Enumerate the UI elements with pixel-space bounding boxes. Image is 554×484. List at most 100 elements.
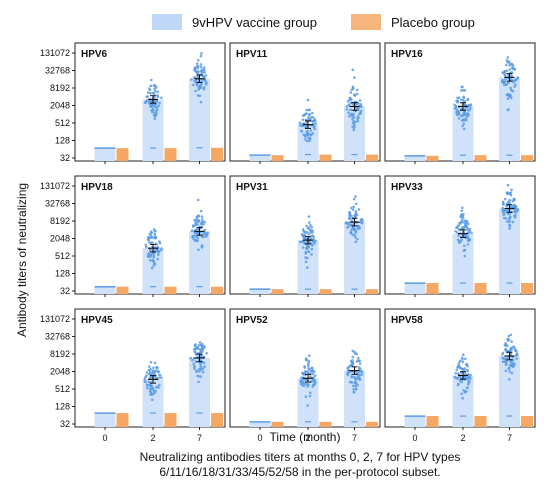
vaccine-point [516,76,519,79]
vaccine-point [191,235,194,239]
placebo-bar [521,283,533,294]
placebo-bar [164,413,177,427]
vaccine-point [197,214,200,217]
vaccine-point [152,369,155,372]
placebo-bar [366,154,378,161]
vaccine-point [153,117,157,120]
vaccine-point [149,233,152,236]
vaccine-point [468,237,471,241]
vaccine-bar [249,289,271,294]
vaccine-bar [344,222,365,294]
vaccine-point [194,79,198,82]
vaccine-point [351,208,355,211]
vaccine-point [464,118,468,122]
vaccine-point [468,380,471,384]
vaccine-point [354,210,358,213]
vaccine-point [303,365,306,368]
placebo-bar [271,155,284,161]
vaccine-point [352,390,356,394]
vaccine-point [347,111,350,114]
vaccine-point [197,70,200,73]
vaccine-point [460,209,464,213]
vaccine-point [514,207,517,210]
vaccine-point [313,127,317,131]
vaccine-point [352,205,356,209]
vaccine-point [510,74,513,77]
vaccine-point [353,375,356,379]
vaccine-point [354,231,358,234]
vaccine-point [353,122,356,126]
vaccine-point [146,238,150,241]
vaccine-point [149,84,153,87]
vaccine-point [149,248,152,251]
vaccine-point [463,100,466,103]
vaccine-point [155,369,158,372]
vaccine-point [463,110,467,113]
vaccine-point [458,221,461,225]
vaccine-point [198,84,202,88]
vaccine-point [353,93,356,96]
vaccine-point [458,375,462,379]
vaccine-point [469,107,472,110]
vaccine-point [194,343,197,346]
vaccine-point [203,235,207,238]
y-tick-label: 32768 [45,332,70,342]
vaccine-point [361,219,364,222]
vaccine-point [505,63,508,67]
vaccine-point [453,375,456,379]
vaccine-point [304,395,308,399]
vaccine-point [455,368,459,372]
vaccine-point [305,112,308,115]
vaccine-point [152,259,155,263]
vaccine-bar [249,155,271,161]
vaccine-point [510,88,513,92]
vaccine-point [144,243,148,247]
vaccine-point [148,376,152,379]
vaccine-point [509,193,513,197]
panel-hpv45: HPV45 32 128 512 2048 8192 32768 131072 0 2 7 [40,308,226,443]
vaccine-point [505,205,508,208]
vaccine-point [509,215,512,219]
vaccine-point [457,112,461,115]
vaccine-bar [452,233,474,294]
vaccine-point [354,195,357,198]
vaccine-point [305,108,309,112]
vaccine-point [306,383,309,386]
vaccine-point [301,383,304,387]
vaccine-point [309,391,312,395]
vaccine-point [312,370,316,374]
vaccine-point [203,231,207,235]
vaccine-point [513,362,516,366]
vaccine-point [356,88,359,92]
placebo-bar [366,421,378,427]
vaccine-point [199,54,203,58]
vaccine-point [504,347,508,351]
vaccine-point [152,389,156,393]
vaccine-point [457,234,460,237]
vaccine-point [193,224,197,227]
vaccine-point [146,386,149,390]
vaccine-point [300,129,303,133]
vaccine-point [205,352,208,355]
placebo-bar [426,416,439,427]
y-tick-label: 32 [60,153,70,163]
vaccine-point [464,107,468,110]
vaccine-point [154,114,157,118]
vaccine-point [501,356,504,360]
y-tick-label: 2048 [50,234,70,244]
vaccine-point [506,56,510,59]
vaccine-point [194,89,197,93]
vaccine-point [199,63,203,66]
caption-line-1: Neutralizing antibodies titers at months… [139,450,461,464]
vaccine-point [360,373,364,376]
vaccine-point [150,231,154,234]
vaccine-point [348,216,351,220]
vaccine-point [152,92,156,95]
vaccine-point [504,217,508,220]
vaccine-point [198,370,201,373]
vaccine-point [160,376,163,380]
panel-hpv31: HPV31 [229,175,381,297]
vaccine-point [203,71,207,74]
y-tick-label: 32768 [45,66,70,76]
panel-hpv16: HPV16 [384,42,536,164]
